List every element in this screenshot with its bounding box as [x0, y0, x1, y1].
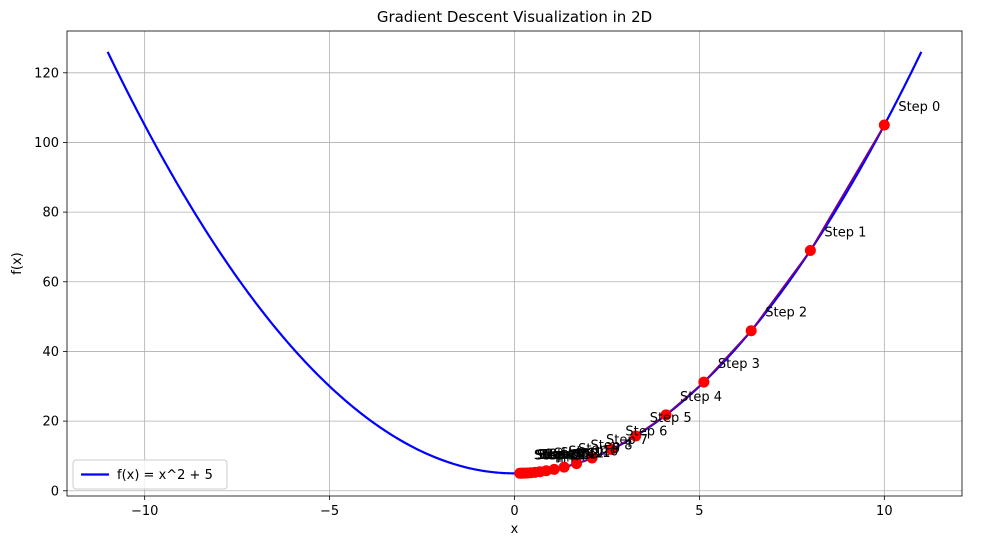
- x-tick-label: −5: [320, 504, 339, 519]
- y-tick-label: 60: [42, 275, 59, 290]
- step-label: Step 12: [554, 447, 604, 462]
- y-tick-label: 100: [34, 136, 59, 151]
- x-tick-label: 0: [510, 504, 518, 519]
- y-tick-label: 40: [42, 345, 59, 360]
- step-label: Step 19: [534, 448, 584, 463]
- legend-entry: f(x) = x^2 + 5: [117, 468, 213, 483]
- step-label: Step 13: [549, 447, 599, 462]
- descent-point: [698, 376, 710, 388]
- step-label: Step 5: [650, 411, 692, 426]
- legend: f(x) = x^2 + 5: [72, 459, 228, 490]
- descent-point: [804, 244, 816, 256]
- step-label: Step 3: [718, 357, 760, 372]
- descent-path-layer: [514, 119, 890, 479]
- step-label: Step 18: [535, 448, 585, 463]
- grid-lines: [67, 31, 962, 496]
- descent-point: [660, 409, 672, 421]
- descent-point: [878, 119, 890, 131]
- y-tick-label: 0: [51, 484, 59, 499]
- step-label: Step 16: [539, 448, 589, 463]
- step-label: Step 10: [568, 444, 618, 459]
- step-label: Step 4: [680, 390, 722, 405]
- y-tick-label: 20: [42, 415, 59, 430]
- descent-point: [571, 458, 583, 470]
- step-label: Step 2: [765, 306, 807, 321]
- descent-point: [745, 325, 757, 337]
- step-label: Step 9: [578, 442, 620, 457]
- descent-point: [605, 443, 617, 455]
- y-tick-label: 120: [34, 66, 59, 81]
- x-tick-label: 5: [695, 504, 703, 519]
- descent-point: [586, 452, 598, 464]
- x-tick-label: −10: [131, 504, 158, 519]
- y-axis-label: f(x): [10, 252, 25, 274]
- y-tick-label: 80: [42, 206, 59, 221]
- descent-point: [514, 467, 526, 479]
- descent-point: [630, 430, 642, 442]
- step-label: Step 6: [625, 424, 667, 439]
- step-label: Step 17: [537, 448, 587, 463]
- step-label: Step 8: [591, 439, 633, 454]
- step-label: Step 11: [560, 446, 610, 461]
- step-label: Step 0: [898, 100, 940, 115]
- step-label: Step 7: [606, 433, 648, 448]
- x-tick-label: 10: [876, 504, 893, 519]
- step-label: Step 1: [824, 225, 866, 240]
- step-label: Step 15: [542, 448, 592, 463]
- legend-box: [72, 459, 228, 490]
- x-axis-label: x: [511, 522, 519, 537]
- descent-point: [558, 461, 570, 473]
- step-label: Step 14: [545, 448, 595, 463]
- chart-title: Gradient Descent Visualization in 2D: [377, 8, 652, 26]
